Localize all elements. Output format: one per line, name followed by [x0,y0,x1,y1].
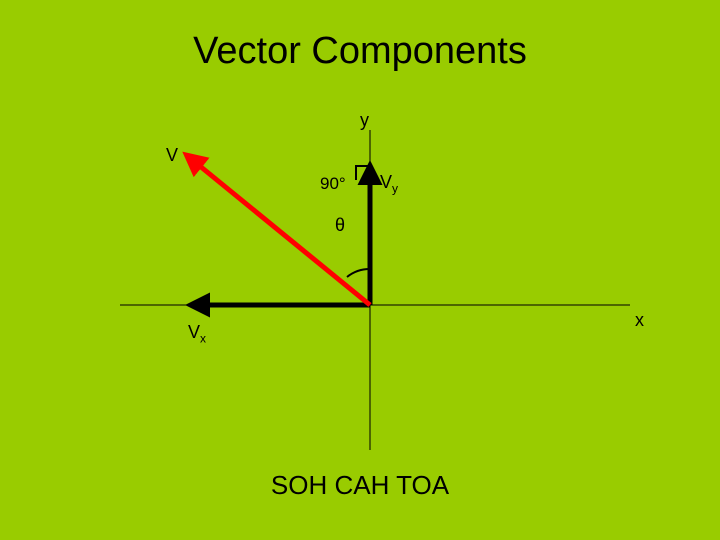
vx-label: Vx [188,322,206,346]
ninety-label: 90° [320,174,346,194]
theta-arc [347,269,370,277]
page-title: Vector Components [0,30,720,73]
vy-label: Vy [380,172,398,196]
theta-label: θ [335,215,345,236]
vector-diagram [80,110,640,450]
x-axis-label: x [635,310,644,331]
y-axis-label: y [360,110,369,131]
v-label: V [166,145,178,166]
bottom-text: SOH CAH TOA [0,470,720,501]
